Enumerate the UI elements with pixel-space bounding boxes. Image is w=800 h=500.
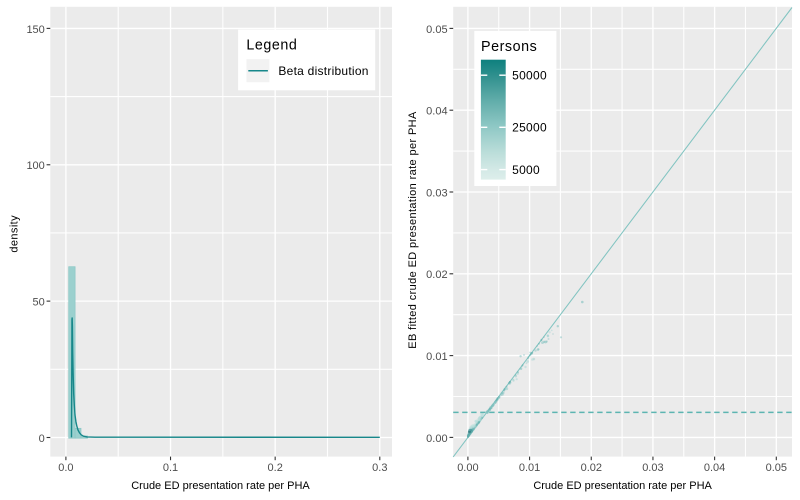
svg-text:Legend: Legend bbox=[246, 37, 297, 53]
svg-text:0.1: 0.1 bbox=[163, 462, 178, 474]
svg-text:150: 150 bbox=[26, 24, 44, 36]
svg-text:0.3: 0.3 bbox=[372, 462, 387, 474]
svg-text:0: 0 bbox=[39, 433, 45, 445]
svg-text:EB fitted crude ED presentatio: EB fitted crude ED presentation rate per… bbox=[407, 111, 419, 349]
svg-text:50000: 50000 bbox=[512, 69, 547, 83]
svg-text:0.02: 0.02 bbox=[426, 269, 447, 281]
svg-text:0.00: 0.00 bbox=[457, 462, 478, 474]
svg-text:0.01: 0.01 bbox=[519, 462, 540, 474]
svg-text:100: 100 bbox=[26, 160, 44, 172]
svg-text:25000: 25000 bbox=[512, 121, 547, 135]
svg-text:0.03: 0.03 bbox=[426, 187, 447, 199]
svg-text:Crude ED presentation rate per: Crude ED presentation rate per PHA bbox=[533, 480, 712, 492]
svg-text:0.00: 0.00 bbox=[426, 433, 447, 445]
svg-text:Beta distribution: Beta distribution bbox=[278, 64, 368, 78]
svg-text:0.03: 0.03 bbox=[642, 462, 663, 474]
svg-text:density: density bbox=[9, 215, 21, 253]
svg-text:Crude ED presentation rate per: Crude ED presentation rate per PHA bbox=[131, 480, 310, 492]
svg-text:Persons: Persons bbox=[481, 39, 537, 55]
svg-text:0.02: 0.02 bbox=[581, 462, 602, 474]
svg-text:5000: 5000 bbox=[512, 163, 540, 177]
svg-text:0.2: 0.2 bbox=[268, 462, 283, 474]
svg-text:0.01: 0.01 bbox=[426, 351, 447, 363]
svg-text:0.04: 0.04 bbox=[704, 462, 725, 474]
svg-text:0.0: 0.0 bbox=[58, 462, 73, 474]
svg-text:50: 50 bbox=[33, 297, 45, 309]
svg-text:0.04: 0.04 bbox=[426, 106, 447, 118]
svg-text:0.05: 0.05 bbox=[766, 462, 787, 474]
svg-text:0.05: 0.05 bbox=[426, 24, 447, 36]
